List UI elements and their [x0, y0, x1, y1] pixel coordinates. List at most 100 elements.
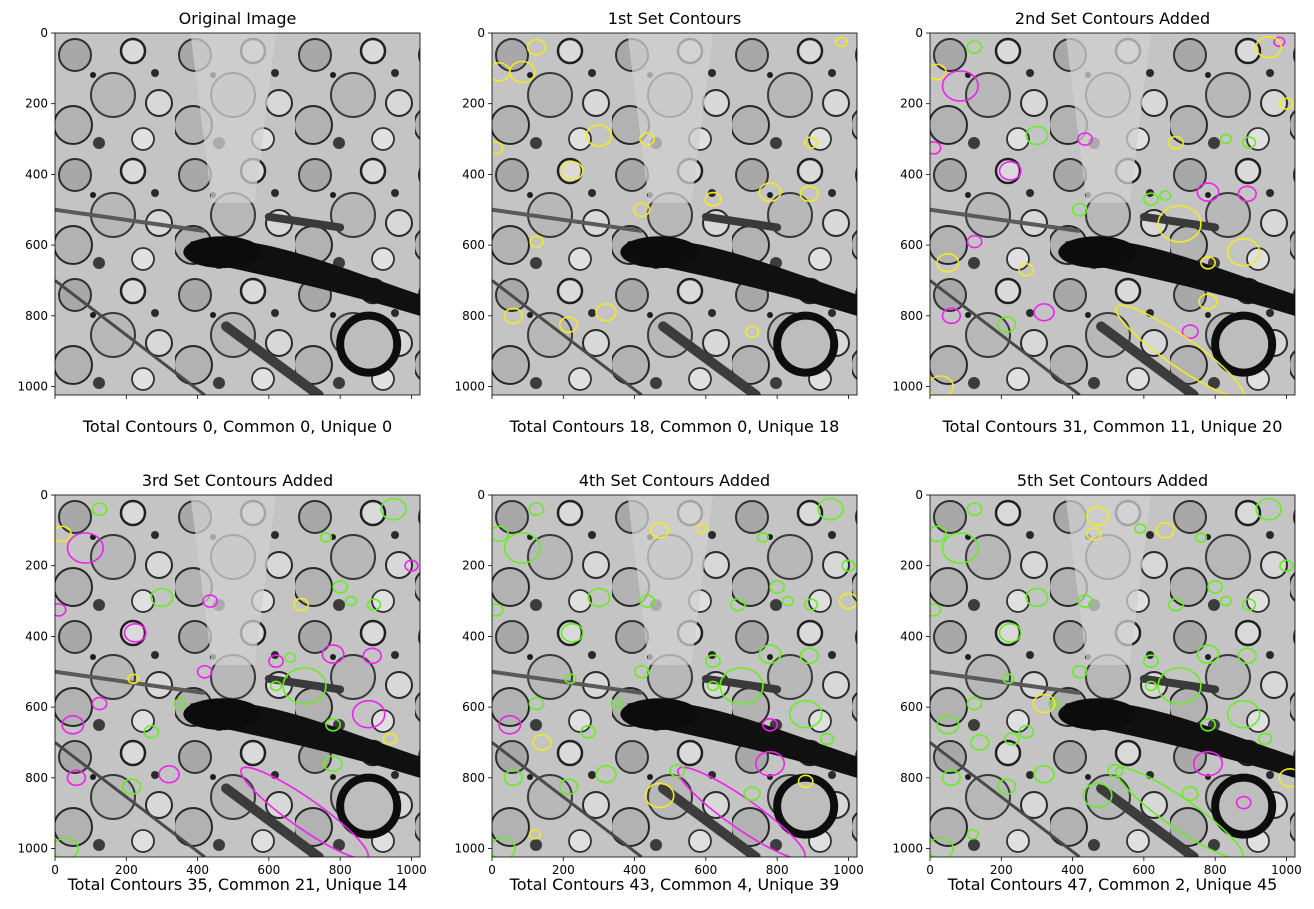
mitochondrion — [1096, 783, 1199, 857]
mitochondrion — [1139, 212, 1220, 232]
contour-common — [580, 725, 597, 739]
contour-common — [1144, 680, 1158, 692]
panel-title: 1st Set Contours — [608, 9, 741, 28]
contour-new — [529, 235, 544, 248]
contour-new — [1115, 304, 1244, 395]
contour-new — [1226, 237, 1261, 267]
contour-new — [744, 325, 760, 338]
contour-new — [644, 782, 675, 809]
contour-new — [930, 63, 947, 81]
contour-common — [1143, 192, 1159, 206]
y-tick-label: 600 — [900, 238, 923, 252]
contour-common — [1157, 667, 1202, 705]
contour-unique — [61, 714, 85, 735]
x-tick-label: 1000 — [1271, 863, 1302, 877]
contour-new — [649, 522, 670, 539]
axes-frame — [491, 32, 858, 396]
contour-common — [966, 696, 983, 711]
axes-frame — [54, 32, 421, 396]
y-tick-label: 200 — [462, 97, 485, 111]
membrane-line — [55, 279, 206, 395]
panel-caption: Total Contours 18, Common 0, Unique 18 — [509, 417, 840, 436]
contour-new — [532, 734, 552, 751]
contour-unique — [1192, 750, 1224, 777]
dark-axon-body — [1058, 698, 1137, 731]
contour-new — [503, 307, 524, 325]
pale-dendrite — [1065, 495, 1151, 665]
mitochondrion — [221, 783, 324, 857]
contour-unique — [941, 70, 979, 102]
contour-new — [936, 252, 960, 273]
contour-common — [344, 595, 357, 607]
y-tick-label: 800 — [25, 309, 48, 323]
contour-new — [1155, 522, 1175, 539]
panel-title: 2nd Set Contours Added — [1015, 9, 1210, 28]
contour-common — [781, 595, 794, 607]
contour-common — [610, 698, 623, 709]
contour-unique — [351, 699, 386, 729]
panel-caption: Total Contours 43, Common 4, Unique 39 — [509, 875, 840, 894]
contour-common — [1143, 654, 1159, 668]
contour-common — [817, 497, 844, 521]
contour-unique — [55, 603, 67, 617]
contour-common — [492, 603, 504, 617]
contour-unique — [762, 717, 778, 732]
contour-unique — [941, 307, 962, 325]
contour-unique — [1237, 185, 1257, 203]
x-tick-label: 1000 — [833, 863, 864, 877]
contour-unique — [268, 654, 284, 668]
contour-common — [788, 699, 823, 729]
contour-unique — [66, 532, 104, 564]
panel-title: 5th Set Contours Added — [1017, 471, 1208, 490]
contour-common — [930, 837, 954, 857]
micrograph-image — [55, 33, 420, 395]
dark-axon-body — [183, 698, 262, 731]
panel-title: 3rd Set Contours Added — [142, 471, 333, 490]
axes-frame — [929, 32, 1296, 396]
membrane-line — [930, 741, 1081, 857]
contour-new — [696, 523, 709, 534]
pale-dendrite — [190, 33, 276, 203]
y-tick-label: 600 — [900, 700, 923, 714]
contour-common — [173, 698, 186, 709]
pale-dendrite — [627, 495, 713, 665]
contour-common — [996, 316, 1017, 333]
contour-new — [1086, 506, 1110, 527]
contour-common — [1196, 644, 1220, 664]
contour-common — [758, 644, 782, 664]
contour-common — [150, 587, 174, 608]
micrograph-image — [492, 33, 857, 395]
mitochondrion — [1139, 674, 1220, 694]
pale-dendrite — [627, 33, 713, 203]
mitochondrion — [264, 674, 345, 694]
contour-common — [492, 837, 516, 857]
contour-new — [1255, 35, 1282, 59]
contour-new — [639, 132, 655, 146]
mitochondrion — [701, 212, 782, 232]
contour-common — [769, 580, 786, 594]
contour-common — [1033, 765, 1055, 784]
y-tick-label: 200 — [25, 97, 48, 111]
x-tick-label: 800 — [766, 863, 789, 877]
membrane-line — [492, 207, 642, 233]
contour-new — [797, 774, 814, 789]
contour-unique — [1196, 182, 1220, 202]
contour-common — [55, 837, 79, 857]
contour-common — [528, 502, 545, 516]
contour-new — [633, 202, 651, 218]
contour-unique — [321, 644, 345, 664]
contour-common — [1071, 202, 1088, 217]
membrane-line — [55, 207, 205, 233]
x-tick-label: 400 — [186, 863, 209, 877]
contour-common — [332, 580, 349, 594]
contour-new — [127, 673, 140, 685]
contour-new — [55, 525, 72, 543]
contour-common — [595, 765, 617, 784]
contour-common — [528, 696, 545, 711]
mitochondrion — [1096, 321, 1199, 395]
y-tick-label: 800 — [462, 771, 485, 785]
contour-common — [1077, 594, 1093, 608]
mitochondrion — [264, 212, 345, 232]
micrograph-image — [930, 33, 1295, 395]
